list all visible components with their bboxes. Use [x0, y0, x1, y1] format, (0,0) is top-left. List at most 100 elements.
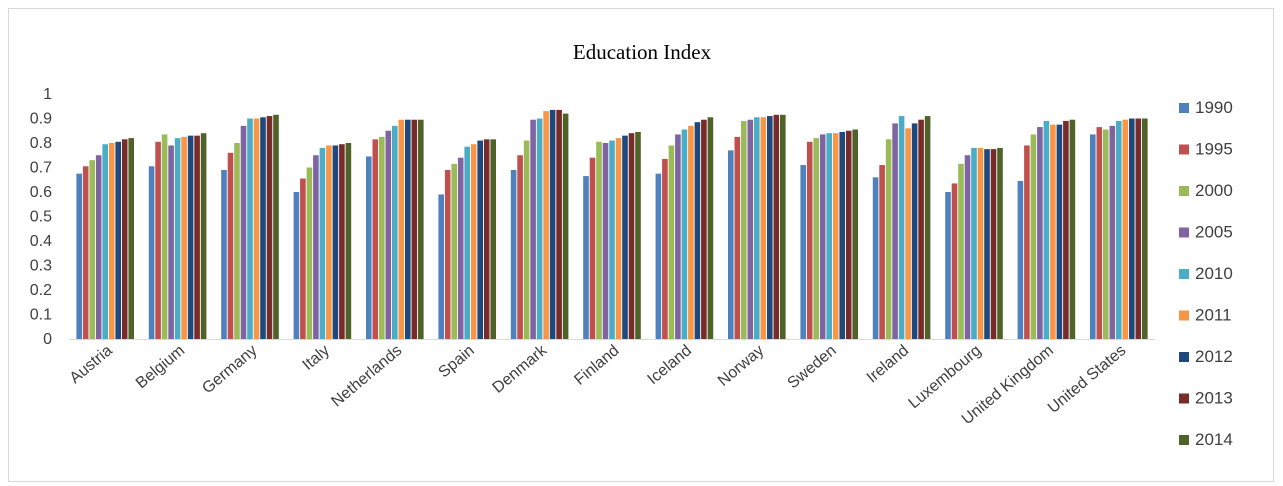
bar — [1017, 180, 1024, 339]
legend: 1990 1995 2000 2005 2010 2011 2012 2013 2014 — [1179, 98, 1233, 449]
bar — [187, 135, 194, 339]
x-tick-label: Italy — [300, 342, 333, 374]
y-tick-label: 0.9 — [30, 111, 52, 128]
bar — [589, 157, 596, 339]
bar — [372, 139, 379, 339]
bar — [194, 135, 200, 339]
legend-swatch — [1179, 435, 1189, 445]
bar — [483, 139, 490, 339]
bar — [701, 119, 707, 339]
bar — [155, 141, 161, 339]
bar — [694, 122, 701, 340]
y-tick-label: 0.7 — [30, 160, 52, 177]
bar — [247, 118, 253, 339]
bar — [747, 119, 754, 339]
bar — [951, 183, 958, 339]
bar — [681, 129, 688, 339]
y-tick-label: 0.3 — [30, 258, 52, 275]
legend-label: 2010 — [1195, 264, 1233, 283]
x-tick-label: Iceland — [645, 342, 695, 388]
bar — [1103, 129, 1109, 339]
bar — [1109, 125, 1116, 339]
bar — [470, 144, 477, 339]
legend-label: 2012 — [1195, 347, 1233, 366]
bar — [398, 119, 405, 339]
bar — [339, 144, 345, 339]
x-tick-label: Spain — [435, 342, 477, 381]
bar — [583, 176, 589, 339]
bar — [148, 166, 155, 339]
chart-title: Education Index — [573, 40, 712, 64]
bar — [1122, 119, 1129, 339]
y-tick-label: 0.4 — [30, 233, 52, 250]
bar — [510, 169, 517, 339]
bar — [438, 194, 444, 339]
bar — [273, 114, 279, 339]
bar — [754, 117, 760, 339]
bar — [741, 120, 747, 339]
bar — [845, 130, 852, 339]
bar — [451, 163, 457, 339]
legend-swatch — [1179, 144, 1189, 155]
x-tick-label: Norway — [715, 342, 767, 390]
x-tick-label: United States — [1045, 342, 1130, 417]
legend-label: 1990 — [1195, 98, 1233, 117]
x-tick-label: Finland — [571, 342, 622, 389]
bar — [168, 145, 174, 339]
bar — [1056, 124, 1063, 340]
legend-swatch — [1179, 269, 1189, 279]
bar — [490, 139, 496, 339]
bar — [108, 143, 115, 339]
legend-label: 2014 — [1195, 430, 1233, 449]
bar — [806, 141, 813, 339]
bar — [89, 160, 95, 339]
bar — [734, 136, 741, 340]
bar — [128, 138, 134, 339]
bar — [556, 109, 562, 339]
bar — [832, 133, 839, 339]
bar — [767, 116, 773, 339]
y-tick-label: 0 — [43, 331, 52, 348]
legend-label: 2011 — [1195, 306, 1232, 325]
bar — [266, 116, 273, 339]
y-tick-label: 0.5 — [30, 209, 52, 226]
bar — [773, 114, 780, 339]
legend-swatch — [1179, 352, 1189, 362]
bar — [306, 167, 313, 339]
bar — [221, 169, 227, 339]
bar — [227, 152, 234, 339]
bar — [879, 165, 885, 339]
legend-label: 2013 — [1195, 389, 1233, 408]
bar — [675, 134, 681, 339]
legend-label: 1995 — [1195, 140, 1233, 159]
bar — [990, 149, 997, 340]
bar-group — [76, 109, 1148, 340]
legend-label: 2005 — [1195, 223, 1233, 242]
bar — [181, 136, 187, 340]
bar — [300, 178, 306, 339]
legend-swatch — [1179, 186, 1189, 196]
bar — [379, 136, 385, 340]
bar — [1069, 119, 1076, 339]
bar — [898, 116, 905, 339]
bar — [562, 113, 569, 339]
bar — [971, 147, 977, 339]
bar — [1135, 118, 1142, 339]
bar — [234, 143, 240, 339]
bar — [95, 155, 102, 339]
education-index-chart: Education Index 0 0.1 0.2 0.3 0.4 0.5 0.6 0.7 0.… — [30, 40, 1233, 449]
bar — [102, 144, 108, 339]
x-tick-label: Belgium — [133, 342, 188, 392]
bar — [161, 134, 168, 339]
bar — [366, 156, 372, 339]
bar — [319, 147, 326, 339]
bar — [1116, 120, 1122, 339]
bar — [602, 143, 609, 339]
bar — [260, 117, 266, 339]
bar — [1090, 134, 1096, 339]
legend-swatch — [1179, 227, 1189, 238]
y-axis: 0 0.1 0.2 0.3 0.4 0.5 0.6 0.7 0.8 0.9 1 — [30, 86, 52, 348]
x-tick-label: Ireland — [864, 342, 912, 386]
bar — [668, 145, 675, 339]
